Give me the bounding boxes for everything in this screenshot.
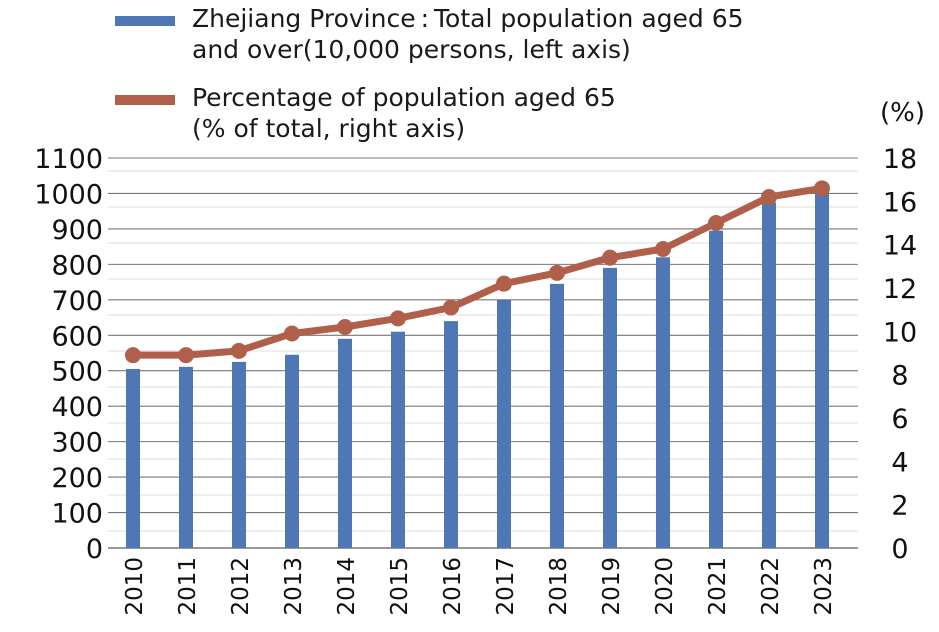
right-axis-ticks: 0 2 4 6 8 10 12 14 16 18 xyxy=(883,144,917,565)
bar-2014 xyxy=(338,338,352,548)
x-tick-label: 2016 xyxy=(440,557,466,616)
line-point-2019 xyxy=(602,249,618,266)
line-point-2022 xyxy=(761,189,777,205)
line-point-2023 xyxy=(814,180,830,197)
line-series xyxy=(125,180,830,364)
bar-2019 xyxy=(603,267,617,548)
right-tick-label: 18 xyxy=(883,144,917,175)
x-tick-label: 2020 xyxy=(652,557,678,616)
right-tick-label: 0 xyxy=(891,534,908,565)
bar-2010 xyxy=(126,368,140,548)
left-tick-label: 300 xyxy=(51,428,103,459)
left-tick-label: 100 xyxy=(51,499,103,530)
x-tick-label: 2015 xyxy=(387,557,413,616)
right-tick-label: 16 xyxy=(883,187,917,218)
x-tick-label: 2013 xyxy=(281,557,307,616)
bar-2018 xyxy=(550,283,564,548)
right-tick-label: 12 xyxy=(883,274,917,305)
x-tick-label: 2017 xyxy=(493,557,519,616)
line-path xyxy=(129,184,826,359)
line-point-2012 xyxy=(231,342,247,359)
line-point-2021 xyxy=(708,215,724,231)
bar-2011 xyxy=(179,366,193,548)
legend-entry-line: Percentage of population aged 65 (% of t… xyxy=(115,82,855,148)
x-tick-label: 2022 xyxy=(758,557,784,616)
left-tick-label: 200 xyxy=(51,463,103,494)
left-tick-label: 700 xyxy=(51,286,103,317)
bar-2013 xyxy=(285,354,299,548)
left-tick-label: 1000 xyxy=(34,179,103,210)
legend-label-bar: Zhejiang Province : Total population age… xyxy=(192,4,744,64)
right-tick-label: 4 xyxy=(891,447,908,478)
line-point-2015 xyxy=(390,310,406,327)
left-tick-label: 500 xyxy=(51,357,103,388)
left-tick-label: 400 xyxy=(51,392,103,423)
x-tick-label: 2014 xyxy=(334,557,360,616)
line-point-2016 xyxy=(443,299,459,316)
bar-2020 xyxy=(656,257,670,548)
left-tick-label: 600 xyxy=(51,321,103,352)
bar-2022 xyxy=(762,202,776,548)
legend-entry-bar: Zhejiang Province : Total population age… xyxy=(115,3,855,69)
right-tick-label: 14 xyxy=(883,231,917,262)
bar-2017 xyxy=(497,299,511,548)
line-point-2017 xyxy=(496,275,512,292)
right-tick-label: 6 xyxy=(891,404,908,435)
legend-label-line: Percentage of population aged 65 (% of t… xyxy=(192,83,616,143)
x-tick-label: 2019 xyxy=(599,557,625,616)
left-axis-ticks: 0 100 200 300 400 500 600 700 800 900 1000 1100 xyxy=(34,144,103,565)
line-point-2014 xyxy=(337,319,353,335)
x-axis-ticks: 2010 2011 2012 2013 2014 2015 2016 2017 2018 2019… xyxy=(122,557,837,616)
bar-2016 xyxy=(444,321,458,548)
x-tick-label: 2011 xyxy=(175,557,201,616)
right-axis-unit: (%) xyxy=(880,98,925,128)
line-point-2013 xyxy=(284,325,300,342)
line-point-2010 xyxy=(125,347,141,364)
x-tick-label: 2018 xyxy=(546,557,572,616)
bar-2023 xyxy=(815,191,829,548)
left-tick-label: 800 xyxy=(51,250,103,281)
x-tick-label: 2012 xyxy=(228,557,254,616)
left-tick-label: 0 xyxy=(86,534,103,565)
x-tick-label: 2010 xyxy=(122,557,148,616)
right-tick-label: 8 xyxy=(891,361,908,392)
bar-2015 xyxy=(391,331,405,548)
bar-2012 xyxy=(232,361,246,548)
x-tick-label: 2021 xyxy=(705,557,731,616)
left-tick-label: 1100 xyxy=(34,144,103,175)
bar-series xyxy=(126,191,829,548)
legend-swatch-bar xyxy=(115,16,175,26)
right-tick-label: 10 xyxy=(883,317,917,348)
right-tick-label: 2 xyxy=(891,491,908,522)
line-point-2011 xyxy=(178,347,194,364)
line-point-2020 xyxy=(655,241,671,257)
line-point-2018 xyxy=(549,264,565,281)
bar-2021 xyxy=(709,230,723,548)
legend-swatch-line xyxy=(115,95,175,105)
x-tick-label: 2023 xyxy=(811,557,837,616)
left-tick-label: 900 xyxy=(51,215,103,246)
